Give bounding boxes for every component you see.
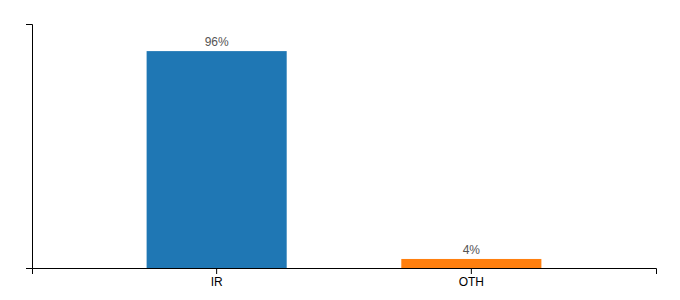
x-tick: OTH: [459, 268, 484, 289]
y-axis-line: [26, 25, 33, 269]
data-label: 96%: [205, 35, 229, 49]
plot-area: IR OTH 96% 4%: [26, 25, 657, 289]
x-tick-mark: [216, 268, 217, 274]
bar: [401, 259, 541, 268]
chart: IR OTH 96% 4%: [0, 0, 680, 300]
x-tick-label: OTH: [459, 275, 484, 289]
data-label: 4%: [463, 243, 481, 257]
bars: [147, 51, 542, 268]
bar: [147, 51, 287, 268]
x-tick-mark: [471, 268, 472, 274]
x-axis: IR OTH: [33, 268, 657, 289]
data-labels: 96% 4%: [205, 35, 481, 257]
x-tick: IR: [211, 268, 223, 289]
y-axis: [26, 25, 33, 269]
x-tick-label: IR: [211, 275, 223, 289]
x-axis-line: [33, 269, 657, 275]
